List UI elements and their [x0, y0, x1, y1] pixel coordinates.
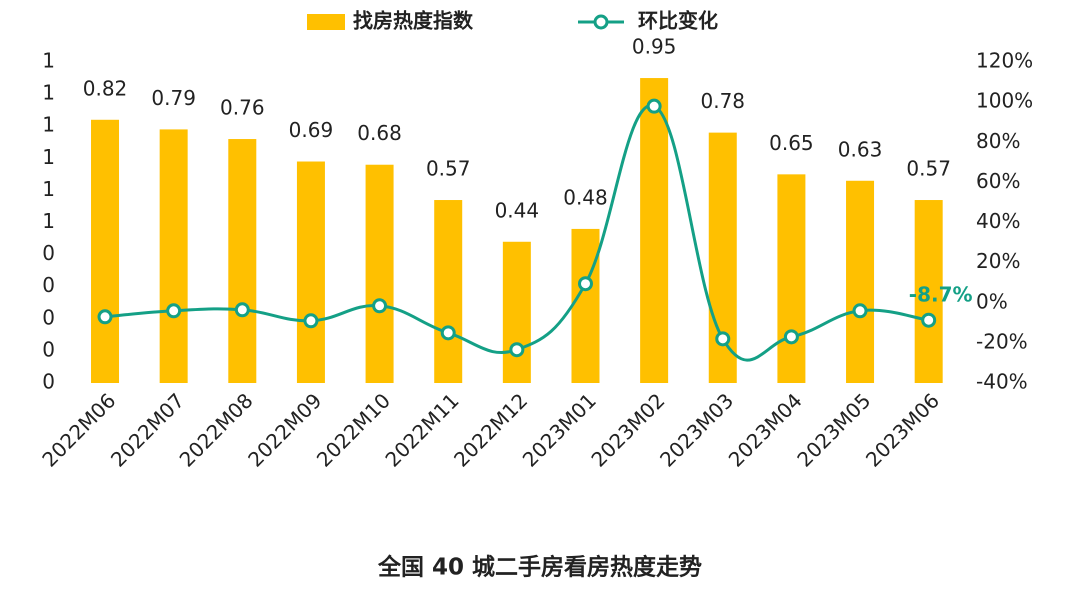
- line-marker: [509, 342, 525, 358]
- line-marker: [372, 298, 388, 314]
- legend-label: 找房热度指数: [353, 9, 474, 33]
- y-tick-label: 0: [42, 305, 55, 329]
- bar: [228, 139, 257, 383]
- y-tick-label: 1: [42, 145, 55, 169]
- line-marker: [715, 331, 731, 347]
- data-label: 0.95: [632, 35, 677, 59]
- data-label: 0.69: [289, 118, 334, 142]
- x-tick-label: 2023M04: [724, 388, 807, 471]
- bar: [571, 228, 600, 383]
- x-tick-label: 2022M12: [449, 388, 532, 471]
- bar: [640, 78, 669, 384]
- data-label: 0.76: [220, 96, 265, 120]
- x-tick-label: 2023M02: [586, 388, 669, 471]
- bar: [502, 241, 531, 383]
- bar: [777, 174, 806, 383]
- y-tick-label: 0: [42, 273, 55, 297]
- y-tick-label: 0: [42, 337, 55, 361]
- data-label: 0.65: [769, 131, 814, 155]
- legend-label: 环比变化: [638, 9, 718, 33]
- data-label: 0.57: [906, 157, 951, 181]
- x-tick-label: 2023M06: [861, 388, 944, 471]
- data-label: 0.78: [700, 89, 745, 113]
- line-marker: [921, 312, 937, 328]
- y-tick-label: 1: [42, 177, 55, 201]
- y-tick-label: 1: [42, 81, 55, 105]
- line-marker: [646, 98, 662, 114]
- line: [104, 104, 929, 362]
- bar: [914, 200, 943, 383]
- y-tick-label: 0: [42, 370, 55, 394]
- x-tick-label: 2023M03: [655, 388, 738, 471]
- y2-tick-label: 0%: [976, 289, 1008, 313]
- bar: [296, 161, 325, 383]
- data-label: 0.44: [495, 198, 540, 222]
- y-tick-label: 1: [42, 209, 55, 233]
- data-label: 0.48: [563, 185, 608, 209]
- bar: [434, 200, 463, 383]
- line-data-label: -8.7%: [909, 283, 973, 307]
- data-label: 0.63: [838, 137, 883, 161]
- data-label: 0.79: [151, 86, 196, 110]
- y2-tick-label: 100%: [976, 89, 1033, 113]
- y2-tick-label: 40%: [976, 209, 1020, 233]
- legend-marker: [593, 14, 609, 30]
- line-marker: [303, 313, 319, 329]
- y2-tick-label: 60%: [976, 169, 1020, 193]
- y-tick-label: 1: [42, 49, 55, 73]
- bar: [91, 119, 120, 383]
- line-marker: [234, 302, 250, 318]
- data-label: 0.82: [83, 76, 128, 100]
- y2-tick-label: 120%: [976, 49, 1033, 73]
- y2-tick-label: -40%: [976, 370, 1028, 394]
- y2-tick-label: 20%: [976, 249, 1020, 273]
- y2-tick-label: 80%: [976, 129, 1020, 153]
- bar: [365, 164, 394, 383]
- bar: [159, 129, 188, 383]
- x-tick-label: 2022M11: [380, 388, 463, 471]
- x-tick-label: 2023M05: [792, 388, 875, 471]
- x-tick-label: 2022M08: [175, 388, 258, 471]
- line-marker: [852, 303, 868, 319]
- line-marker: [783, 329, 799, 345]
- chart-title: 全国 40 城二手房看房热度走势: [377, 554, 702, 581]
- y-tick-label: 1: [42, 113, 55, 137]
- x-tick-label: 2022M09: [243, 388, 326, 471]
- line-marker: [577, 276, 593, 292]
- line-marker: [440, 325, 456, 341]
- y-tick-label: 0: [42, 241, 55, 265]
- y2-tick-label: -20%: [976, 329, 1028, 353]
- x-tick-label: 2022M10: [312, 388, 395, 471]
- legend-swatch: [307, 14, 345, 30]
- bar: [846, 180, 875, 383]
- data-label: 0.68: [357, 121, 402, 145]
- line-marker: [166, 303, 182, 319]
- x-tick-label: 2023M01: [518, 388, 601, 471]
- data-label: 0.57: [426, 157, 471, 181]
- x-tick-label: 2022M06: [37, 388, 120, 471]
- line-marker: [97, 309, 113, 325]
- x-tick-label: 2022M07: [106, 388, 189, 471]
